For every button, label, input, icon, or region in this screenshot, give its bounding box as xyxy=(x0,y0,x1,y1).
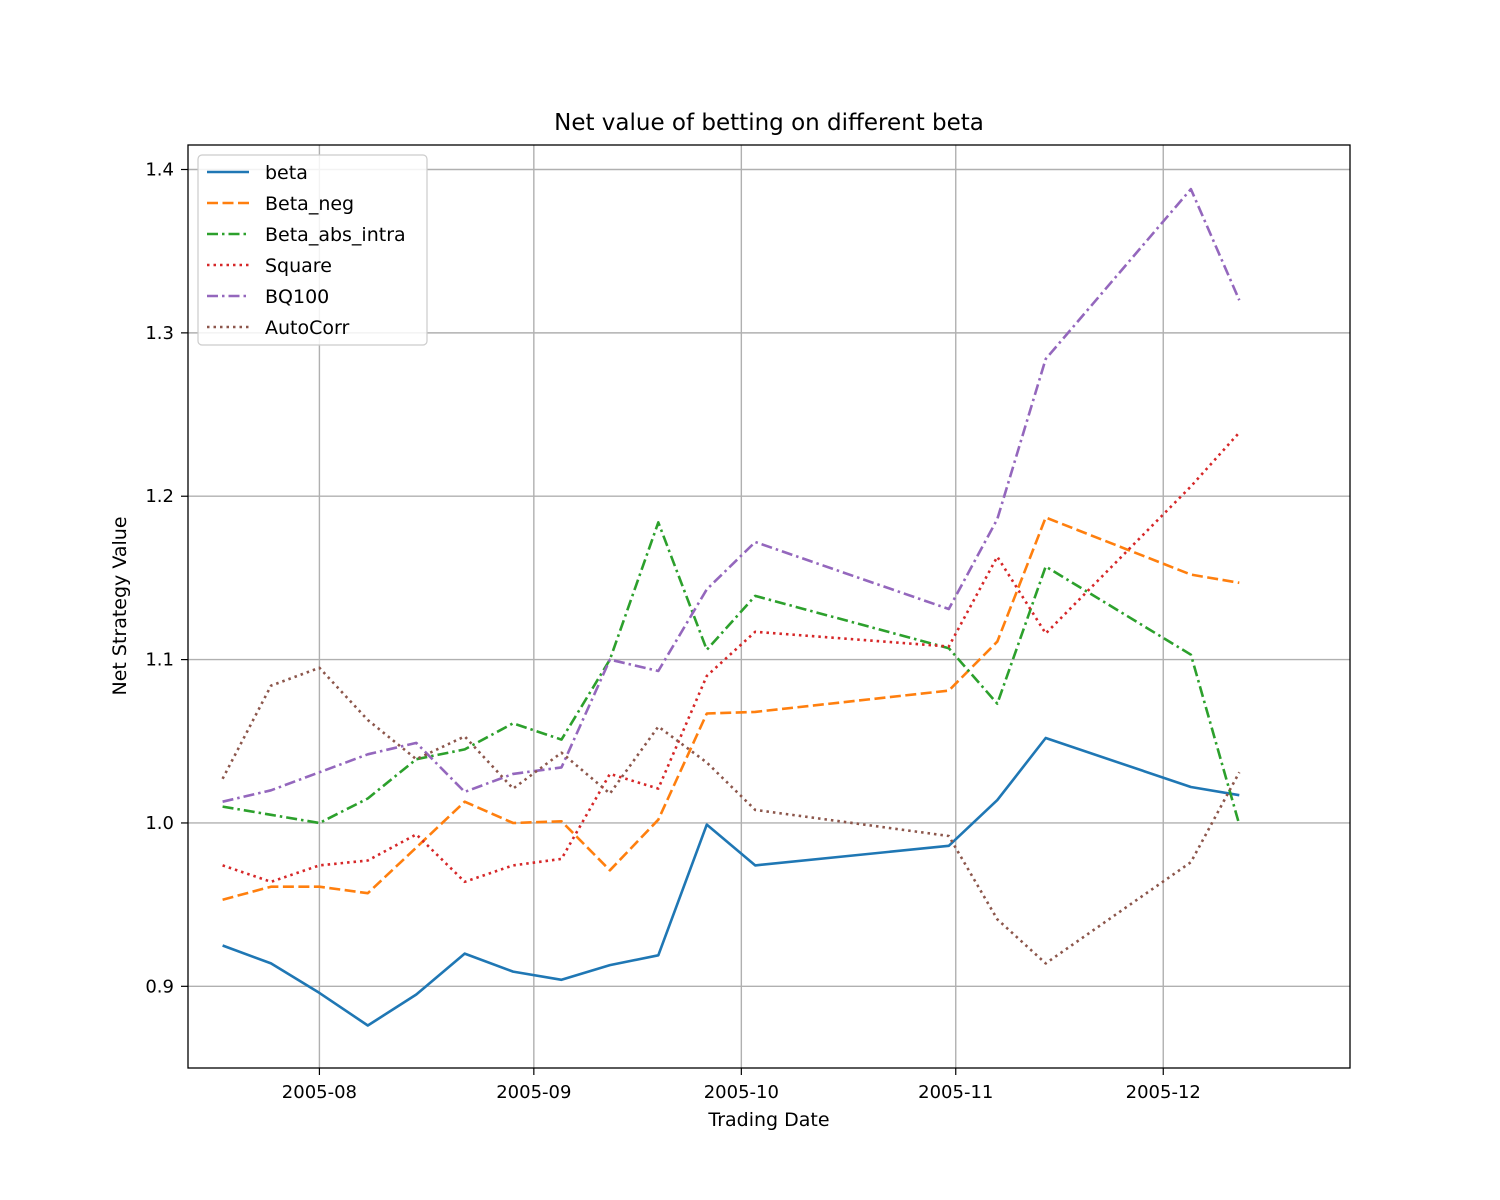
y-tick-label: 1.0 xyxy=(145,813,174,834)
legend-entry: Beta_abs_intra xyxy=(265,224,406,246)
x-tick-label: 2005-08 xyxy=(282,1082,357,1103)
y-tick-label: 1.4 xyxy=(145,160,174,181)
series-line-autocorr xyxy=(221,666,1241,965)
legend-entry: beta xyxy=(265,162,308,184)
legend-box xyxy=(197,154,428,346)
x-tick-label: 2005-12 xyxy=(1126,1082,1201,1103)
series-line-beta-abs-intra xyxy=(222,521,1241,825)
x-tick-label: 2005-09 xyxy=(496,1082,571,1103)
axis-ticks: 2005-08 2005-09 2005-10 2005-11 2005-12 0.9 1.… xyxy=(145,160,1201,1103)
series-line-beta-neg xyxy=(222,516,1240,901)
chart-title: Net value of betting on different beta xyxy=(554,110,984,136)
x-tick-label: 2005-11 xyxy=(918,1082,993,1103)
y-tick-label: 1.2 xyxy=(145,486,174,507)
grid xyxy=(188,145,1350,1068)
y-tick-label: 1.1 xyxy=(145,650,174,671)
y-axis-label: Net Strategy Value xyxy=(109,516,131,695)
y-tick-label: 0.9 xyxy=(145,976,174,997)
legend: beta Beta_neg Beta_abs_intra Square BQ100 Aut… xyxy=(197,154,428,346)
series-lines xyxy=(221,187,1241,1027)
x-axis-label: Trading Date xyxy=(707,1109,829,1131)
plot-frame xyxy=(187,144,1351,1069)
x-tick-label: 2005-10 xyxy=(704,1082,779,1103)
legend-entry: Square xyxy=(265,255,332,277)
legend-entry: AutoCorr xyxy=(265,317,349,339)
series-line-bq100 xyxy=(222,187,1241,803)
series-line-beta xyxy=(222,736,1240,1027)
legend-entry: BQ100 xyxy=(265,286,329,308)
y-tick-label: 1.3 xyxy=(145,323,174,344)
legend-entry: Beta_neg xyxy=(265,193,354,215)
